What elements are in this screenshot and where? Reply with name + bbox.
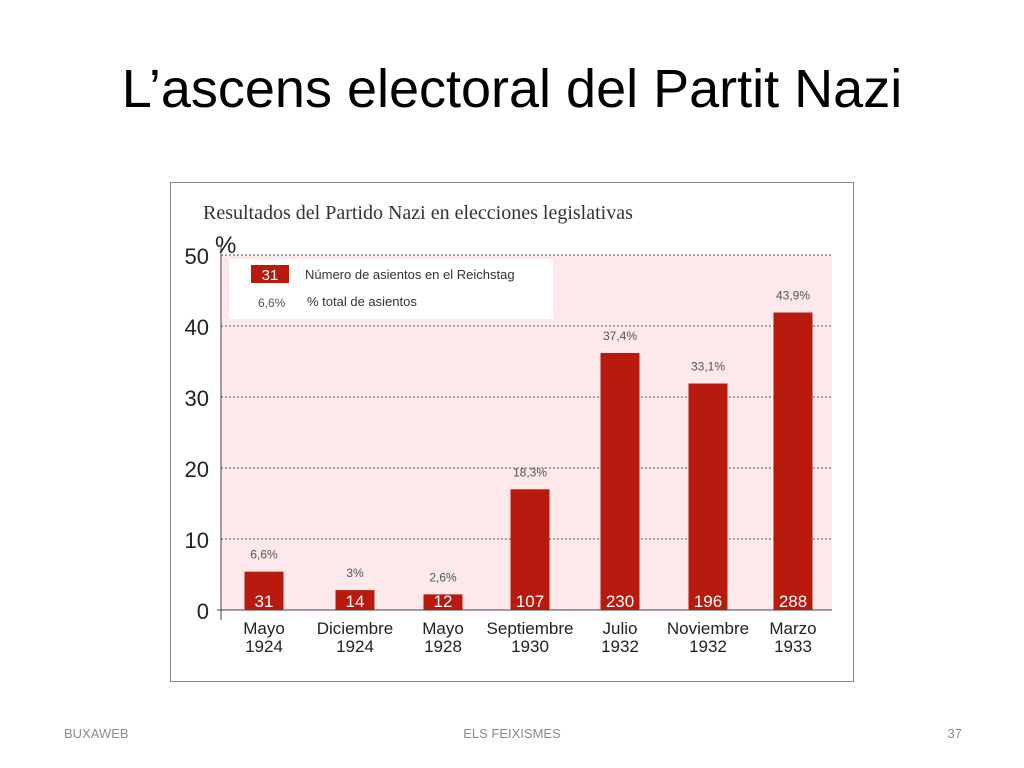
slide-title: L’ascens electoral del Partit Nazi [121,59,903,119]
x-tick-label: Noviembre [667,619,749,638]
bar [423,594,463,610]
y-tick-label: 30 [185,386,209,411]
legend: 31 Número de asientos en el Reichstag 6,… [229,259,553,319]
percent-label: 6,6% [250,548,278,562]
legend-swatch [251,265,289,283]
legend-seats-text: Número de asientos en el Reichstag [305,267,515,282]
x-tick-label: 1933 [774,637,812,656]
y-tick-label: 50 [185,244,209,269]
x-tick-label: 1924 [336,637,374,656]
legend-pct-sample: 6,6% [258,296,286,310]
seats-label: 288 [779,592,807,611]
bar [335,590,375,610]
labels: 01020304050316,6%Mayo1924143%Diciembre19… [185,244,817,656]
seats-label: 12 [434,592,453,611]
percent-label: 3% [346,566,364,580]
bar [510,489,550,610]
seats-label: 14 [346,592,365,611]
legend-seats-sample: 31 [262,267,279,284]
bar [688,383,728,610]
x-tick-label: 1932 [689,637,727,656]
seats-label: 31 [255,592,274,611]
y-tick-label: 0 [197,599,209,624]
bar [600,352,640,610]
seats-label: 230 [606,592,634,611]
percent-label: 43,9% [776,289,810,303]
percent-label: 18,3% [513,465,547,479]
seats-label: 196 [694,592,722,611]
x-tick-label: 1932 [601,637,639,656]
percent-label: 37,4% [603,329,637,343]
y-axis-label: % [215,232,236,259]
chart-container: 0 10 20 30 40 50 31 6,6% Mayo 1924 14 3% Diciembre 19… [170,182,854,682]
x-tick-label: Mayo [243,619,285,638]
percent-label: 2,6% [429,570,457,584]
footer-left: BUXAWEB [64,726,129,741]
x-tick-label: Septiembre [487,619,574,638]
slide-number: 37 [947,726,962,741]
grid-lines [221,254,832,540]
bar [773,312,813,610]
x-tick-label: Diciembre [317,619,394,638]
chart-title: Resultados del Partido Nazi en eleccione… [203,202,633,224]
percent-label: 33,1% [691,360,725,374]
x-tick-label: 1924 [245,637,283,656]
y-tick-label: 10 [185,528,209,553]
y-tick-label: 40 [185,315,209,340]
x-tick-label: Mayo [422,619,464,638]
x-tick-label: Julio [603,619,638,638]
x-tick-label: 1928 [424,637,462,656]
bar [244,571,284,610]
legend-pct-text: % total de asientos [307,294,417,309]
x-tick-label: Marzo [769,619,816,638]
footer-center: ELS FEIXISMES [463,726,561,741]
y-tick-label: 20 [185,457,209,482]
x-tick-label: 1930 [511,637,549,656]
seats-label: 107 [516,592,544,611]
bar-chart: 01020304050316,6%Mayo1924143%Diciembre19… [185,202,832,656]
bars [244,312,813,610]
